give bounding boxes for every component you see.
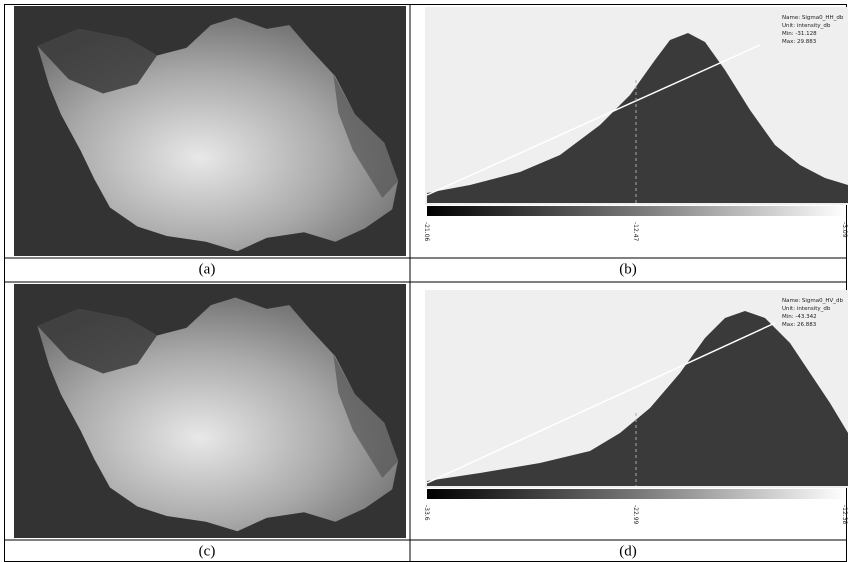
info: Max: 26.883	[782, 322, 817, 328]
histogram-panel: Name: Sigma0_HV_db Unit: intensity_db Mi…	[423, 290, 848, 525]
caption: (d)	[619, 543, 637, 559]
info: Unit: intensity_db	[782, 306, 831, 312]
info: Name: Sigma0_HV_db	[782, 298, 843, 304]
slider-label: -3.09	[841, 222, 848, 238]
info: Name: Sigma0_HH_db	[782, 15, 844, 21]
histogram-panel: Name: Sigma0_HH_db Unit: intensity_db Mi…	[423, 7, 848, 242]
info: Unit: intensity_db	[782, 23, 831, 29]
caption: (b)	[619, 261, 637, 277]
info: Min: -43.342	[782, 314, 817, 320]
slider-label: -12.38	[841, 505, 848, 525]
slider-label: -33.6	[423, 505, 430, 521]
slider-label: -22.99	[632, 505, 639, 525]
ramp	[427, 489, 846, 499]
caption: (a)	[199, 261, 216, 277]
caption: (c)	[199, 543, 216, 559]
slider-label: -12.47	[632, 222, 639, 242]
info: Max: 29.883	[782, 39, 817, 45]
info: Min: -31.128	[782, 31, 817, 37]
page: (a) Name: Sigma0_HH_db Unit: intensity_d…	[0, 0, 851, 562]
ramp	[427, 206, 846, 216]
figure: (a) Name: Sigma0_HH_db Unit: intensity_d…	[0, 0, 851, 562]
slider-label: -21.06	[423, 222, 430, 242]
